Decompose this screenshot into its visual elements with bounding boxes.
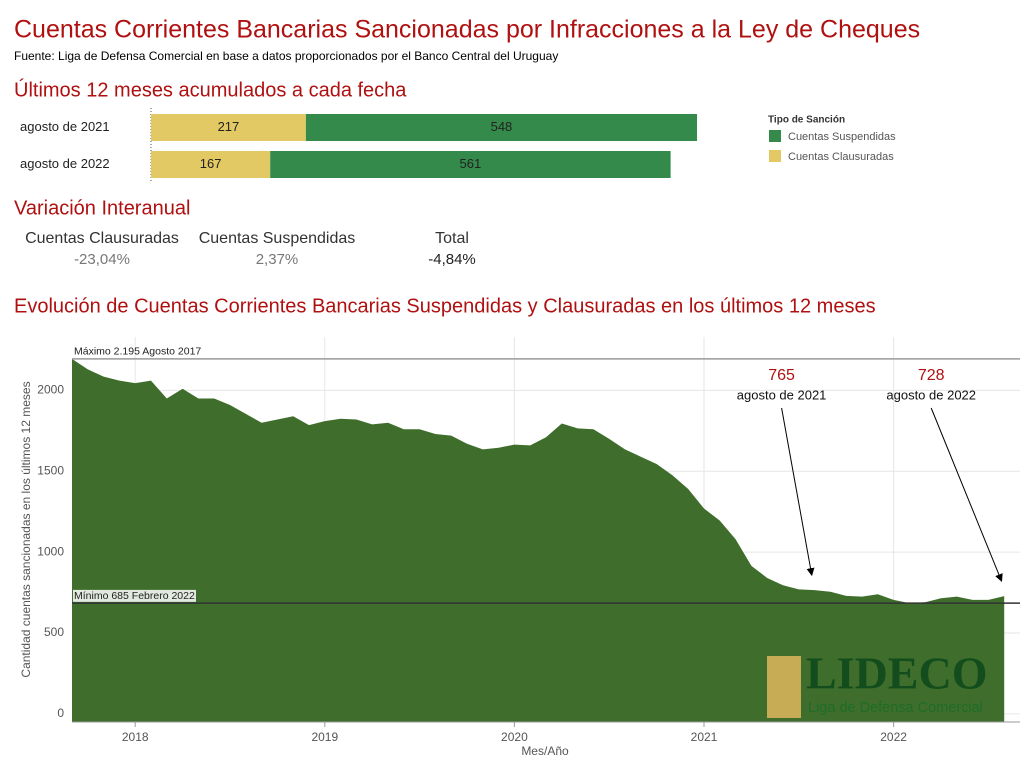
kpi-label: Total: [435, 230, 469, 247]
legend-swatch: [769, 130, 781, 142]
logo-tagline: Liga de Defensa Comercial: [808, 700, 983, 716]
reference-label: Máximo 2.195 Agosto 2017: [74, 346, 201, 358]
bar-value-label: 167: [200, 156, 222, 171]
kpi-value: -23,04%: [74, 251, 130, 268]
bar-segment: [151, 114, 306, 141]
x-axis-label: Mes/Año: [521, 744, 569, 758]
subtitle: Fuente: Liga de Defensa Comercial en bas…: [14, 49, 558, 63]
legend-label: Cuentas Suspendidas: [788, 131, 896, 143]
legend-title: Tipo de Sanción: [768, 115, 845, 126]
reference-label-bg: [73, 589, 196, 602]
bar-segment: [305, 114, 698, 141]
bar-segment: [270, 151, 671, 178]
legend-swatch: [769, 150, 781, 162]
x-tick-label: 2019: [311, 730, 338, 744]
annotation-value: 728: [918, 367, 945, 384]
annotation-arrow: [781, 407, 815, 577]
x-tick-label: 2020: [501, 730, 528, 744]
y-tick-label: 500: [44, 625, 64, 639]
y-tick-label: 1500: [37, 463, 64, 477]
annotation-label: agosto de 2021: [737, 387, 827, 402]
kpi-label: Cuentas Suspendidas: [199, 230, 356, 247]
bar-value-label: 548: [491, 119, 513, 134]
kpi-value: 2,37%: [256, 251, 299, 268]
logo-block: [767, 656, 801, 718]
x-tick-label: 2021: [691, 730, 718, 744]
bar-value-label: 217: [218, 119, 240, 134]
kpi-value: -4,84%: [428, 251, 476, 268]
bar-chart-title: Últimos 12 meses acumulados a cada fecha: [14, 78, 407, 101]
y-tick-label: 0: [57, 706, 64, 720]
y-tick-label: 2000: [37, 383, 64, 397]
title: Cuentas Corrientes Bancarias Sancionadas…: [14, 16, 920, 44]
bar-segment: [151, 151, 271, 178]
x-tick-label: 2022: [880, 730, 907, 744]
annotation-arrow: [930, 407, 1003, 582]
reference-label: Mínimo 685 Febrero 2022: [74, 590, 195, 602]
area-chart-title: Evolución de Cuentas Corrientes Bancaria…: [14, 295, 876, 317]
kpi-title: Variación Interanual: [14, 197, 190, 219]
annotation-value: 765: [768, 367, 795, 384]
kpi-label: Cuentas Clausuradas: [25, 230, 179, 247]
y-axis-label: Cantidad cuentas sancionadas en los últi…: [19, 381, 33, 677]
logo-name: LIDECO: [806, 648, 987, 699]
x-tick-label: 2018: [122, 730, 149, 744]
area: [72, 358, 1005, 722]
category-label: agosto de 2022: [20, 156, 110, 171]
bar-value-label: 561: [460, 156, 482, 171]
category-label: agosto de 2021: [20, 119, 110, 134]
y-tick-label: 1000: [37, 544, 64, 558]
annotation-label: agosto de 2022: [886, 387, 976, 402]
legend-label: Cuentas Clausuradas: [788, 151, 894, 163]
